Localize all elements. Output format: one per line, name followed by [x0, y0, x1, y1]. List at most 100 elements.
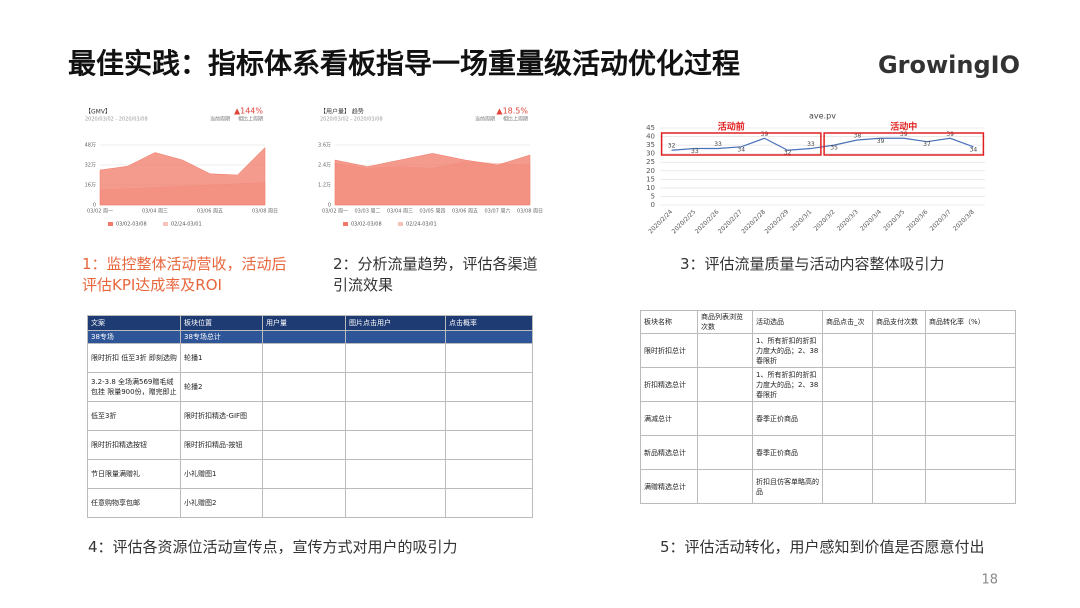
- cell: [925, 435, 1016, 470]
- data-label: 34: [970, 146, 978, 153]
- data-label: 33: [714, 141, 722, 148]
- cell: [925, 367, 1016, 402]
- y-tick-label: 30: [646, 150, 655, 158]
- x-tick-label: 2020/2/29: [763, 208, 790, 235]
- cell: 轮播1: [180, 343, 263, 373]
- cell: [345, 343, 446, 373]
- change-note: 相比上周期: [238, 116, 263, 123]
- data-label: 39: [900, 131, 908, 138]
- row: 新品精选总计 春季正价商品: [640, 435, 1016, 470]
- y-tick-label: 0: [93, 203, 96, 209]
- header-cell: 商品列表浏览次数: [697, 310, 753, 334]
- y-tick-label: 16万: [85, 183, 96, 189]
- caption-text: 5：评估活动转化，用户感知到价值是否愿意付出: [660, 538, 985, 556]
- cell: [345, 459, 446, 489]
- x-tick-label: 03/05 周四: [420, 209, 446, 215]
- annotation-box: [660, 132, 822, 156]
- y-tick-label: 20: [646, 167, 655, 175]
- row: 38专场 38专场总计: [87, 330, 533, 344]
- y-tick-label: 32万: [85, 163, 96, 169]
- cell: 折扣精选总计: [640, 367, 698, 402]
- row: 折扣精选总计 1、所有折扣的折扣力度大的品；2、38春限折: [640, 367, 1016, 402]
- cell: 38专场: [87, 330, 181, 344]
- x-tick-label: 03/04 周三: [142, 209, 168, 215]
- y-tick-label: 0: [328, 203, 331, 209]
- cell: [445, 330, 533, 344]
- cell: 1、所有折扣的折扣力度大的品；2、38春限折: [752, 367, 823, 402]
- cell: 春季正价商品: [752, 435, 823, 470]
- row: 满赠精选总计 折扣且仿客单略高的品: [640, 469, 1016, 504]
- x-tick-label: 03/08 周日: [517, 209, 543, 215]
- date-range: 2020/03/02 - 2020/03/08: [85, 117, 148, 123]
- cell: [697, 401, 753, 436]
- cell: [872, 469, 926, 504]
- current-note: 当前周期: [210, 116, 230, 123]
- cell: 节日限量满赠礼: [87, 459, 181, 489]
- legend-label: 02/24-03/01: [171, 222, 202, 228]
- cell: [925, 469, 1016, 504]
- data-label: 39: [877, 138, 885, 145]
- cell: 限时折扣精选-GIF图: [180, 401, 263, 431]
- header-cell: 图片点击用户: [345, 315, 446, 331]
- y-tick-label: 15: [646, 175, 655, 183]
- cell: 春季正价商品: [752, 401, 823, 436]
- cell: [445, 488, 533, 518]
- caption: 3：评估流量质量与活动内容整体吸引力: [680, 254, 980, 275]
- caption-text: 2：分析流量趋势，评估各渠道引流效果: [333, 255, 538, 294]
- caption-text: 1：监控整体活动营收，活动后评估KPI达成率及ROI: [82, 255, 287, 294]
- cell: 38专场总计: [180, 330, 263, 344]
- x-tick-label: 03/06 周五: [197, 209, 223, 215]
- cell: 满赠精选总计: [640, 469, 698, 504]
- cell: 小礼赠图2: [180, 488, 263, 518]
- cell: 新品精选总计: [640, 435, 698, 470]
- date-range: 2020/03/02 - 2020/03/08: [320, 117, 383, 123]
- row: 满减总计 春季正价商品: [640, 401, 1016, 436]
- cell: [872, 401, 926, 436]
- y-tick-label: 35: [646, 141, 655, 149]
- area: [334, 153, 531, 206]
- table: 文案 板块位置 用户量 图片点击用户 点击概率 38专场 38专场总计 限时折扣 低至3折 即…: [87, 315, 533, 518]
- row: 任意购物享包邮 小礼赠图2: [87, 488, 533, 518]
- data-label: 35: [830, 145, 838, 152]
- data-label: 39: [761, 131, 769, 138]
- x-tick-label: 03/02 周一: [322, 209, 348, 215]
- cell: [262, 459, 346, 489]
- x-tick-label: 03/02 周一: [87, 209, 113, 215]
- cell: 限时折扣 低至3折 即刻选购: [87, 343, 181, 373]
- legend-label: 02/24-03/01: [406, 222, 437, 228]
- x-tick-label: 2020/3/2: [813, 208, 837, 232]
- legend-label: 03/02-03/08: [351, 222, 382, 228]
- cell: [345, 401, 446, 431]
- cell: [822, 367, 873, 402]
- caption: 5：评估活动转化，用户感知到价值是否愿意付出: [660, 537, 1020, 558]
- header-cell: 商品转化率（%）: [925, 310, 1016, 334]
- cell: [262, 372, 346, 402]
- cell: [345, 372, 446, 402]
- cell: [262, 330, 346, 344]
- cell: 任意购物享包邮: [87, 488, 181, 518]
- header-cell: 商品点击_次: [822, 310, 873, 334]
- data-label: 32: [668, 143, 676, 150]
- data-label: 37: [923, 141, 931, 148]
- cell: 折扣且仿客单略高的品: [752, 469, 823, 504]
- cell: [445, 372, 533, 402]
- header-cell: 点击概率: [445, 315, 533, 331]
- x-tick-label: 2020/3/3: [836, 208, 860, 232]
- data-label: 32: [784, 150, 792, 157]
- cell: 低至3折: [87, 401, 181, 431]
- legend-swatch: [108, 222, 113, 226]
- y-tick-label: 45: [646, 124, 655, 132]
- x-tick-label: 03/04 周三: [387, 209, 413, 215]
- cell: [262, 401, 346, 431]
- header-row: 板块名称 商品列表浏览次数 活动选品 商品点击_次 商品支付次数 商品转化率（%）: [640, 310, 1016, 334]
- cell: [262, 343, 346, 373]
- legend-swatch: [398, 222, 403, 226]
- cell: [822, 333, 873, 368]
- cell: [697, 435, 753, 470]
- row: 低至3折 限时折扣精选-GIF图: [87, 401, 533, 431]
- cell: 限时折扣总计: [640, 333, 698, 368]
- cell: [445, 343, 533, 373]
- chart-title: ave.pv: [809, 112, 836, 121]
